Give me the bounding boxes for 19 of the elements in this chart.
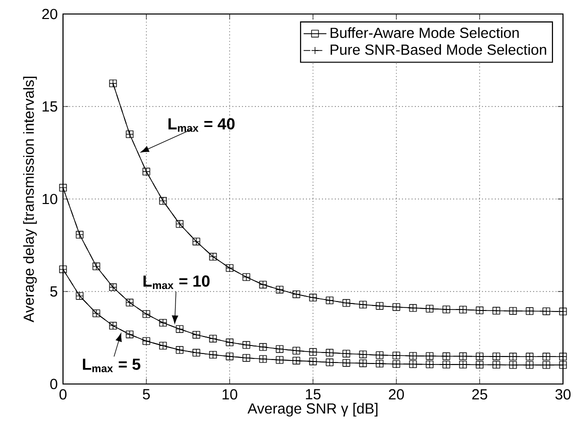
y-tick-label: 10 [42,194,58,204]
x-tick-label: 10 [222,389,238,400]
y-tick-label: 20 [42,8,58,20]
x-tick-label: 25 [472,389,488,400]
annotation: L$_{max}$ = 40 [168,118,235,132]
legend-label: Pure SNR-Based Mode Selection [330,44,546,55]
x-tick-label: 20 [388,389,404,400]
x-tick-label: 15 [306,389,321,400]
y-tick-label: 0 [50,378,58,390]
annotation: L$_{max}$ = 10 [143,275,210,290]
y-tick-label: 5 [50,286,58,297]
x-tick-label: 0 [59,389,66,400]
x-tick-label: 5 [142,389,150,400]
x-tick-label: 30 [555,389,571,400]
y-tick-label: 15 [42,101,58,112]
x-axis-title: Average SNR γ [dB] [248,402,378,417]
annotation: L$_{max}$ = 5 [82,358,140,372]
y-axis-title: Average delay [transmission intervals] [23,76,37,322]
legend-label: Buffer-Aware Mode Selection [330,27,519,38]
